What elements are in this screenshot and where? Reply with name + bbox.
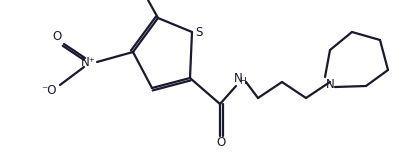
Text: O: O xyxy=(52,31,62,44)
Text: N: N xyxy=(326,78,335,90)
Text: H: H xyxy=(239,78,245,86)
Text: O: O xyxy=(216,136,226,149)
Text: S: S xyxy=(195,27,203,39)
Text: N: N xyxy=(234,71,242,85)
Text: ⁻O: ⁻O xyxy=(41,83,57,97)
Text: N⁺: N⁺ xyxy=(80,56,95,68)
